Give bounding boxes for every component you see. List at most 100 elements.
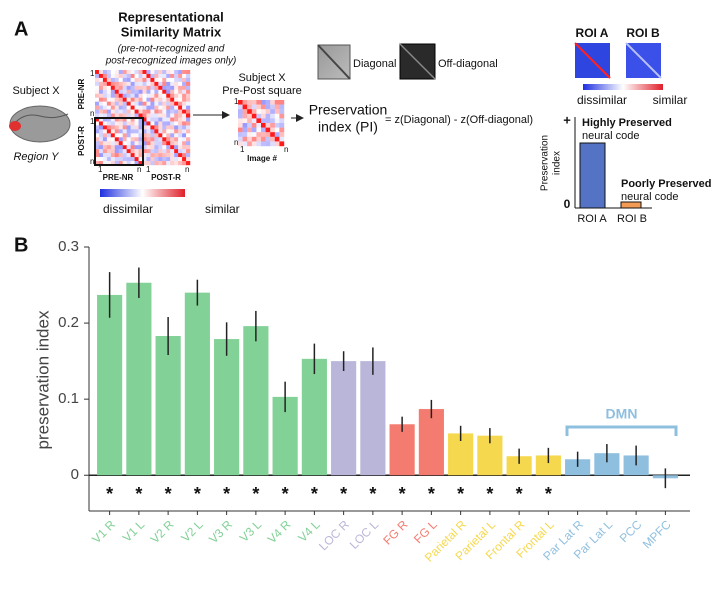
matrix-cell (110, 97, 115, 102)
matrix-cell (265, 136, 271, 142)
matrix-cell (178, 125, 183, 130)
matrix-cell (274, 123, 280, 128)
matrix-cell (95, 157, 100, 162)
matrix-cell (114, 121, 119, 126)
matrix-cell (265, 100, 271, 105)
matrix-cell (162, 161, 167, 166)
matrix-cell (142, 101, 147, 106)
matrix-cell (146, 109, 151, 114)
matrix-cell (150, 77, 155, 83)
matrix-cell (110, 109, 115, 114)
matrix-cell (247, 104, 252, 110)
matrix-cell (95, 145, 100, 150)
matrix-cell (114, 101, 119, 106)
matrix-cell (261, 141, 266, 147)
matrix-cell (126, 117, 131, 122)
matrix-cell (106, 89, 112, 94)
matrix-cell (238, 141, 243, 147)
matrix-cell (138, 161, 143, 166)
axis-label: PRE-NR (77, 78, 86, 109)
colorbar-label: similar (653, 93, 688, 107)
matrix-cell (134, 109, 139, 114)
matrix-cell (110, 73, 115, 79)
matrix-cell (158, 157, 163, 162)
y-tick-label: 0.3 (58, 238, 79, 255)
significance-mark: * (282, 484, 289, 504)
matrix-cell (242, 141, 248, 147)
matrix-cell (261, 118, 266, 124)
pre-post-square (238, 100, 285, 147)
matrix-cell (186, 157, 191, 162)
index-label: n (234, 138, 238, 147)
matrix-cell (130, 77, 135, 83)
matrix-cell (130, 117, 135, 122)
matrix-cell (138, 125, 143, 130)
matrix-cell (256, 104, 262, 110)
matrix-cell (251, 132, 257, 137)
matrix-cell (170, 85, 175, 90)
matrix-cell (146, 129, 151, 134)
matrix-cell (95, 129, 100, 134)
index-label: 1 (90, 69, 95, 78)
matrix-cell (162, 89, 167, 94)
pi-formula: = z(Diagonal) - z(Off-diagonal) (385, 114, 533, 126)
matrix-cell (166, 109, 171, 114)
matrix-cell (178, 161, 183, 166)
matrix-cell (110, 157, 115, 162)
matrix-cell (150, 145, 155, 150)
matrix-cell (138, 101, 143, 106)
matrix-cell (166, 89, 171, 94)
matrix-cell (106, 125, 112, 130)
matrix-cell (174, 89, 179, 94)
matrix-cell (182, 89, 187, 94)
matrix-cell (102, 93, 108, 98)
matrix-cell (162, 121, 167, 126)
matrix-cell (106, 141, 112, 146)
x-tick-label: V3 R (206, 517, 235, 546)
rsm-title: Similarity Matrix (121, 24, 222, 39)
matrix-cell (114, 141, 119, 146)
square-title: Subject X (238, 72, 286, 84)
matrix-cell (279, 127, 285, 133)
matrix-cell (134, 137, 139, 142)
matrix-cell (98, 73, 104, 79)
matrix-cell (138, 153, 143, 158)
matrix-cell (166, 133, 171, 138)
image-axis: Image # (247, 154, 277, 163)
matrix-cell (270, 100, 275, 105)
matrix-cell (146, 77, 151, 83)
matrix-cell (265, 141, 271, 147)
x-tick-label: LOC L (347, 517, 382, 552)
matrix-cell (142, 153, 147, 158)
matrix-cell (154, 149, 159, 154)
matrix-cell (154, 70, 159, 75)
matrix-cell (98, 125, 104, 130)
matrix-cell (238, 113, 243, 119)
matrix-cell (110, 113, 115, 118)
roi-label: ROI B (626, 26, 660, 40)
matrix-cell (110, 145, 115, 150)
matrix-cell (130, 105, 135, 110)
matrix-cell (186, 141, 191, 146)
colorbar-label: dissimilar (577, 93, 627, 107)
matrix-cell (138, 157, 143, 162)
matrix-cell (162, 85, 167, 90)
matrix-cell (122, 81, 127, 87)
matrix-cell (174, 73, 179, 79)
matrix-cell (186, 89, 191, 94)
matrix-cell (142, 149, 147, 154)
matrix-cell (118, 153, 123, 158)
matrix-cell (182, 105, 187, 110)
matrix-cell (158, 101, 163, 106)
matrix-cell (182, 73, 187, 79)
matrix-cell (170, 137, 175, 142)
matrix-cell (158, 93, 163, 98)
matrix-cell (102, 121, 108, 126)
matrix-cell (142, 141, 147, 146)
matrix-cell (138, 145, 143, 150)
matrix-cell (114, 149, 119, 154)
matrix-cell (178, 133, 183, 138)
matrix-cell (146, 141, 151, 146)
matrix-cell (106, 93, 112, 98)
matrix-cell (174, 113, 179, 118)
